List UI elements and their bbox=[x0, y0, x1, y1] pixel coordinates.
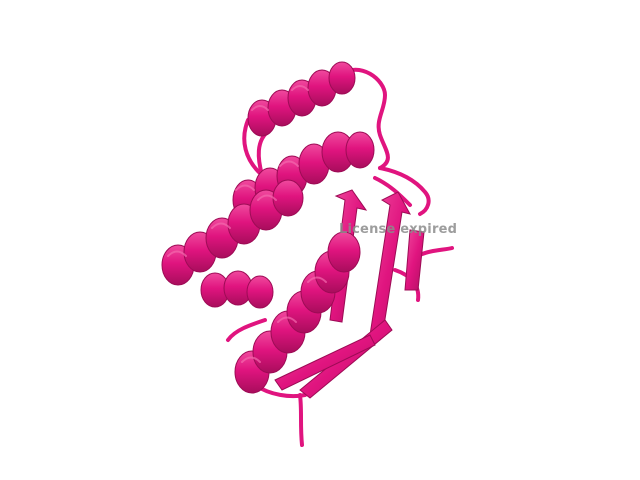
license-watermark-text: License expired bbox=[339, 222, 458, 237]
helix-left bbox=[161, 179, 304, 286]
helix-small bbox=[200, 270, 274, 309]
helix-highlights bbox=[167, 85, 327, 363]
helix-top bbox=[247, 61, 356, 137]
